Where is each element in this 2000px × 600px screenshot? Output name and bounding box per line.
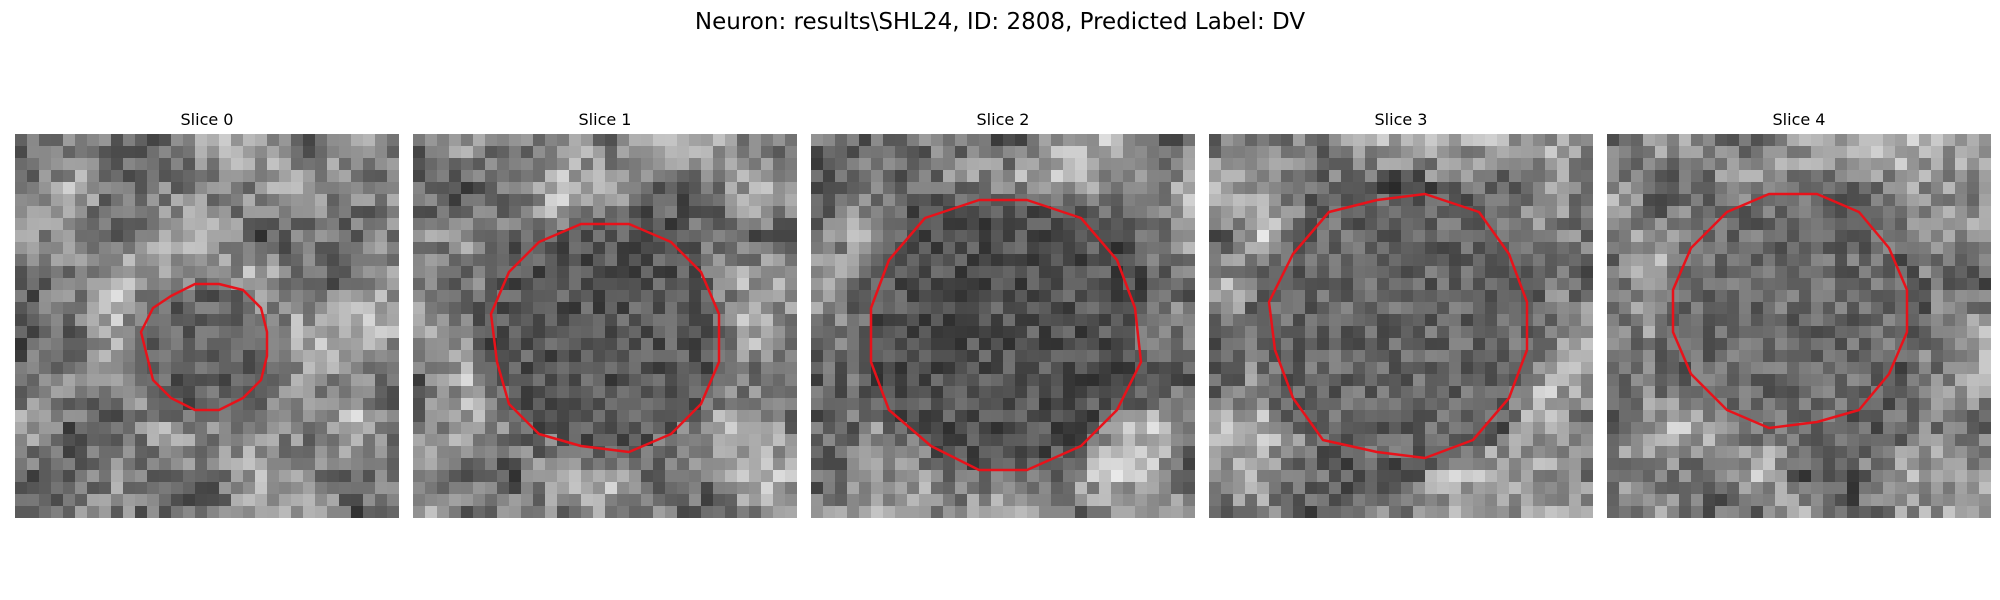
slice-panel-1: Slice 1 — [413, 108, 797, 518]
pixel-grid — [1209, 134, 1593, 518]
figure-title: Neuron: results\SHL24, ID: 2808, Predict… — [694, 9, 1306, 35]
slice-title: Slice 1 — [578, 110, 632, 129]
slice-image — [15, 134, 399, 518]
slice-panel-0: Slice 0 — [15, 108, 399, 518]
slice-panel-2: Slice 2 — [811, 108, 1195, 518]
slice-image — [413, 134, 797, 518]
slice-title: Slice 0 — [180, 110, 234, 129]
segmentation-contour — [139, 282, 269, 412]
slice-image — [811, 134, 1195, 518]
pixel-grid — [15, 134, 399, 518]
slice-title: Slice 2 — [976, 110, 1030, 129]
segmentation-contour — [489, 222, 721, 454]
segmentation-contour — [1267, 192, 1529, 460]
pixel-grid — [413, 134, 797, 518]
segmentation-contour — [1671, 192, 1909, 430]
segmentation-contour — [869, 198, 1143, 472]
slice-title: Slice 4 — [1772, 110, 1826, 129]
slice-image — [1209, 134, 1593, 518]
slice-image — [1607, 134, 1991, 518]
pixel-grid — [1607, 134, 1991, 518]
pixel-grid — [811, 134, 1195, 518]
slice-title: Slice 3 — [1374, 110, 1428, 129]
slice-panel-4: Slice 4 — [1607, 108, 1991, 518]
slice-panel-3: Slice 3 — [1209, 108, 1593, 518]
